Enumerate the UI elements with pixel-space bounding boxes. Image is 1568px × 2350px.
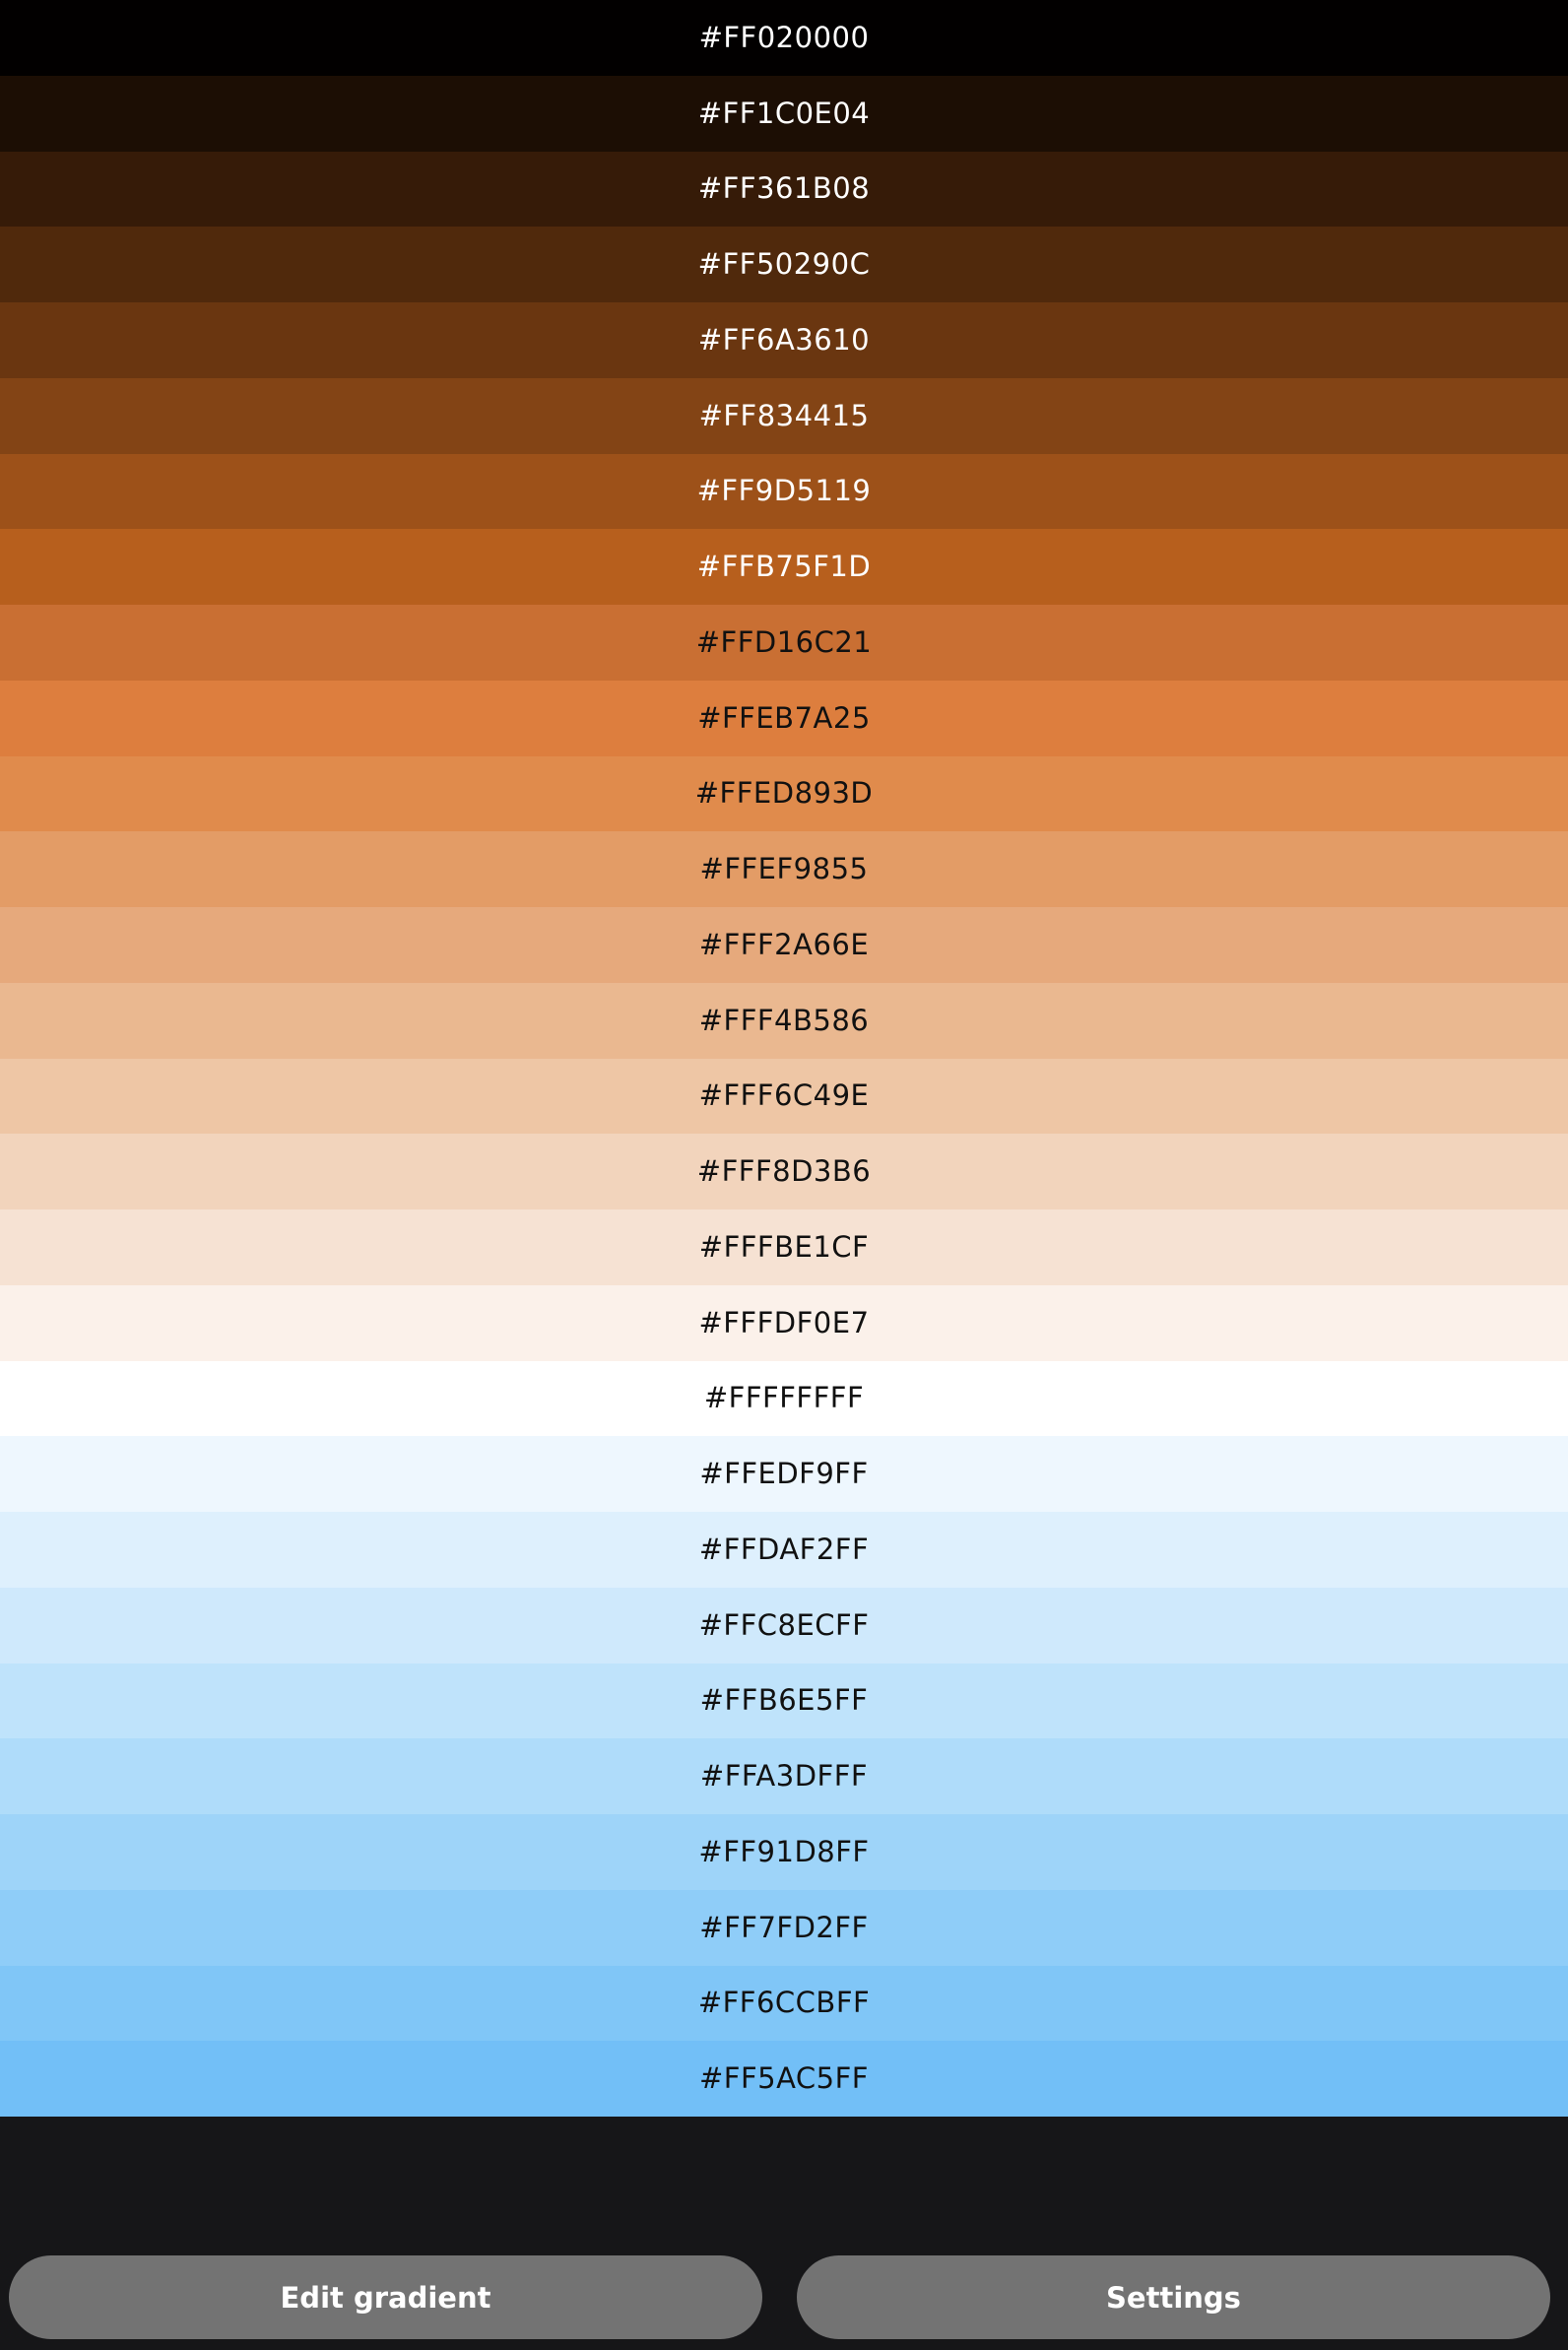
color-swatch-row[interactable]: #FF6A3610 bbox=[0, 302, 1568, 378]
color-swatch-row[interactable]: #FF020000 bbox=[0, 0, 1568, 76]
swatch-hex-label: #FFF2A66E bbox=[698, 927, 870, 961]
swatch-hex-label: #FFEDF9FF bbox=[699, 1457, 869, 1491]
swatch-hex-label: #FFFFFFFF bbox=[703, 1381, 865, 1415]
color-swatch-row[interactable]: #FFF8D3B6 bbox=[0, 1134, 1568, 1209]
swatch-hex-label: #FFFDF0E7 bbox=[698, 1305, 870, 1339]
color-swatch-row[interactable]: #FF7FD2FF bbox=[0, 1889, 1568, 1966]
settings-button[interactable]: Settings bbox=[797, 2255, 1550, 2339]
color-swatch-row[interactable]: #FFF6C49E bbox=[0, 1058, 1568, 1135]
swatch-hex-label: #FFFBE1CF bbox=[698, 1229, 870, 1264]
swatch-hex-label: #FFEF9855 bbox=[699, 852, 869, 886]
swatch-hex-label: #FF9D5119 bbox=[696, 474, 872, 508]
color-swatch-row[interactable]: #FFF2A66E bbox=[0, 907, 1568, 983]
swatch-hex-label: #FF020000 bbox=[698, 20, 870, 54]
color-swatch-row[interactable]: #FFED893D bbox=[0, 755, 1568, 832]
color-swatch-row[interactable]: #FFC8ECFF bbox=[0, 1587, 1568, 1664]
bottom-action-bar: Edit gradient Settings bbox=[0, 2117, 1568, 2350]
swatch-hex-label: #FF5AC5FF bbox=[698, 2061, 869, 2096]
swatch-hex-label: #FF834415 bbox=[698, 398, 870, 432]
color-swatch-row[interactable]: #FF6CCBFF bbox=[0, 1965, 1568, 2042]
swatch-hex-label: #FFF6C49E bbox=[698, 1078, 870, 1113]
color-swatch-row[interactable]: #FFEB7A25 bbox=[0, 680, 1568, 756]
swatch-hex-label: #FFF4B586 bbox=[698, 1003, 870, 1037]
swatch-hex-label: #FF7FD2FF bbox=[699, 1910, 869, 1944]
swatch-hex-label: #FFC8ECFF bbox=[698, 1607, 870, 1642]
color-swatch-row[interactable]: #FFB75F1D bbox=[0, 529, 1568, 605]
color-swatch-row[interactable]: #FFB6E5FF bbox=[0, 1663, 1568, 1739]
color-swatch-row[interactable]: #FF834415 bbox=[0, 377, 1568, 454]
swatch-hex-label: #FF361B08 bbox=[697, 171, 871, 206]
color-swatch-row[interactable]: #FFDAF2FF bbox=[0, 1512, 1568, 1588]
color-swatch-row[interactable]: #FFEF9855 bbox=[0, 831, 1568, 907]
swatch-hex-label: #FF50290C bbox=[697, 247, 871, 282]
gradient-swatch-list: #FF020000 #FF1C0E04 #FF361B08 #FF50290C #FF6… bbox=[0, 0, 1568, 2117]
color-swatch-row[interactable]: #FF9D5119 bbox=[0, 453, 1568, 530]
swatch-hex-label: #FF6CCBFF bbox=[697, 1986, 871, 2020]
swatch-hex-label: #FF1C0E04 bbox=[697, 96, 871, 130]
color-swatch-row[interactable]: #FFFBE1CF bbox=[0, 1209, 1568, 1285]
swatch-hex-label: #FFEB7A25 bbox=[697, 700, 871, 735]
color-swatch-row[interactable]: #FF1C0E04 bbox=[0, 75, 1568, 152]
color-swatch-row[interactable]: #FF5AC5FF bbox=[0, 2041, 1568, 2117]
swatch-hex-label: #FFB6E5FF bbox=[699, 1683, 869, 1718]
swatch-hex-label: #FF6A3610 bbox=[697, 322, 871, 357]
color-swatch-row[interactable]: #FF361B08 bbox=[0, 151, 1568, 228]
color-swatch-row[interactable]: #FFA3DFFF bbox=[0, 1738, 1568, 1814]
swatch-hex-label: #FF91D8FF bbox=[698, 1834, 870, 1868]
color-swatch-row[interactable]: #FFFFFFFF bbox=[0, 1360, 1568, 1437]
color-swatch-row[interactable]: #FFF4B586 bbox=[0, 982, 1568, 1059]
swatch-hex-label: #FFB75F1D bbox=[696, 550, 872, 584]
swatch-hex-label: #FFA3DFFF bbox=[699, 1759, 869, 1794]
color-swatch-row[interactable]: #FFEDF9FF bbox=[0, 1436, 1568, 1512]
swatch-hex-label: #FFF8D3B6 bbox=[696, 1154, 872, 1189]
swatch-hex-label: #FFD16C21 bbox=[695, 624, 873, 659]
swatch-hex-label: #FFED893D bbox=[694, 776, 874, 811]
swatch-hex-label: #FFDAF2FF bbox=[698, 1532, 870, 1566]
color-swatch-row[interactable]: #FFFDF0E7 bbox=[0, 1284, 1568, 1361]
color-swatch-row[interactable]: #FF50290C bbox=[0, 227, 1568, 302]
color-swatch-row[interactable]: #FF91D8FF bbox=[0, 1814, 1568, 1890]
color-swatch-row[interactable]: #FFD16C21 bbox=[0, 605, 1568, 681]
edit-gradient-button[interactable]: Edit gradient bbox=[9, 2255, 762, 2339]
